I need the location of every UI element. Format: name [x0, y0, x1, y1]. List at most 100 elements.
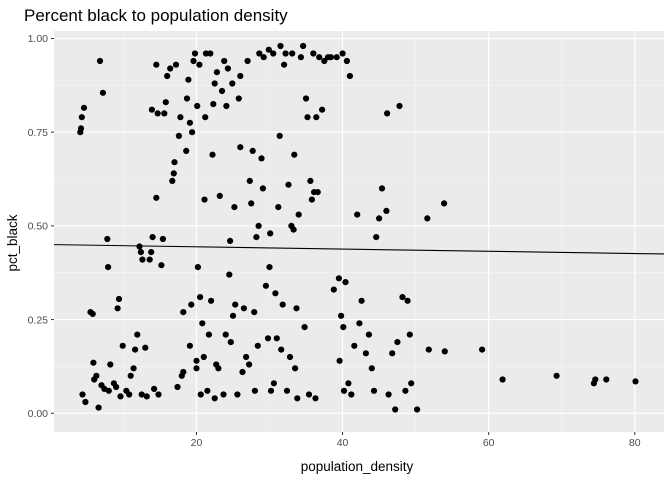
data-point	[77, 129, 84, 136]
y-tick-label: 0.00	[28, 408, 49, 420]
data-point	[267, 387, 275, 394]
data-point	[146, 256, 153, 263]
data-point	[240, 305, 247, 312]
data-point	[308, 196, 315, 203]
data-point	[291, 151, 298, 158]
data-point	[126, 391, 133, 398]
data-point	[302, 95, 310, 102]
data-point	[82, 398, 89, 406]
data-point	[277, 42, 284, 50]
data-point	[256, 50, 263, 57]
data-point	[297, 54, 304, 61]
data-point	[321, 57, 328, 65]
data-point	[251, 387, 258, 394]
data-point	[188, 301, 195, 308]
data-point	[221, 57, 228, 65]
data-point	[223, 102, 230, 110]
data-point	[278, 346, 285, 353]
data-point	[232, 301, 239, 308]
data-point	[264, 335, 272, 342]
data-point	[383, 207, 390, 214]
data-point	[197, 294, 204, 301]
data-point	[553, 372, 560, 379]
data-point	[319, 106, 326, 113]
data-point	[189, 129, 196, 136]
data-point	[340, 387, 348, 394]
chart-title: Percent black to population density	[24, 6, 288, 25]
data-point	[305, 391, 313, 398]
data-point	[159, 235, 166, 243]
trend-line	[53, 244, 665, 255]
x-tick-label: 40	[337, 437, 349, 449]
data-point	[246, 361, 253, 368]
data-point	[193, 357, 200, 364]
plot-panel	[54, 31, 664, 432]
x-axis-title: population_density	[301, 459, 414, 474]
data-point	[186, 342, 193, 349]
data-point	[222, 331, 229, 338]
data-point	[172, 61, 180, 68]
y-axis-title: pct_black	[5, 214, 20, 271]
data-point	[362, 350, 369, 357]
data-point	[368, 365, 375, 372]
data-point	[343, 57, 350, 65]
minor-gridlines	[54, 31, 664, 432]
data-point	[114, 305, 121, 312]
data-point	[396, 102, 403, 110]
data-point	[312, 395, 319, 402]
data-point	[162, 99, 169, 106]
data-point	[185, 76, 192, 83]
data-point	[167, 65, 174, 72]
data-point	[170, 170, 177, 177]
data-point	[180, 309, 187, 316]
y-tick-label: 0.50	[28, 221, 49, 233]
data-point	[316, 54, 323, 61]
data-point	[239, 368, 246, 376]
data-point	[259, 185, 266, 192]
data-point	[78, 114, 85, 121]
data-point	[151, 385, 158, 392]
data-point	[237, 72, 244, 80]
data-point	[266, 264, 273, 271]
data-point	[248, 200, 255, 207]
x-tick-label: 20	[191, 437, 203, 449]
data-point	[158, 262, 165, 269]
y-tick-label: 0.75	[28, 127, 49, 139]
data-point	[194, 264, 201, 271]
data-point	[270, 50, 277, 57]
data-point	[351, 342, 358, 349]
data-point	[333, 54, 340, 61]
data-point	[153, 194, 160, 201]
data-point	[105, 264, 112, 271]
data-point	[171, 159, 178, 166]
data-point	[330, 286, 337, 293]
data-point	[153, 61, 160, 68]
data-point	[425, 346, 432, 353]
data-point	[279, 301, 286, 308]
data-point	[205, 331, 212, 338]
data-point	[216, 192, 223, 199]
data-point	[348, 391, 355, 398]
data-point	[115, 295, 123, 303]
data-point	[175, 132, 182, 139]
data-point	[262, 282, 269, 289]
data-point	[243, 353, 250, 361]
data-point	[96, 57, 104, 65]
data-point	[342, 279, 349, 286]
data-point	[292, 365, 299, 372]
data-point	[194, 102, 201, 110]
data-point	[95, 404, 102, 411]
data-point	[196, 61, 203, 68]
data-point	[441, 200, 448, 207]
data-point	[313, 114, 320, 121]
data-point	[191, 50, 199, 57]
data-point	[314, 189, 321, 196]
data-point	[220, 391, 227, 398]
data-point	[356, 320, 363, 327]
data-point	[592, 376, 599, 383]
data-point	[335, 275, 342, 282]
data-point	[345, 380, 352, 387]
data-points	[77, 42, 639, 413]
data-point	[408, 380, 415, 387]
data-point	[193, 365, 200, 372]
